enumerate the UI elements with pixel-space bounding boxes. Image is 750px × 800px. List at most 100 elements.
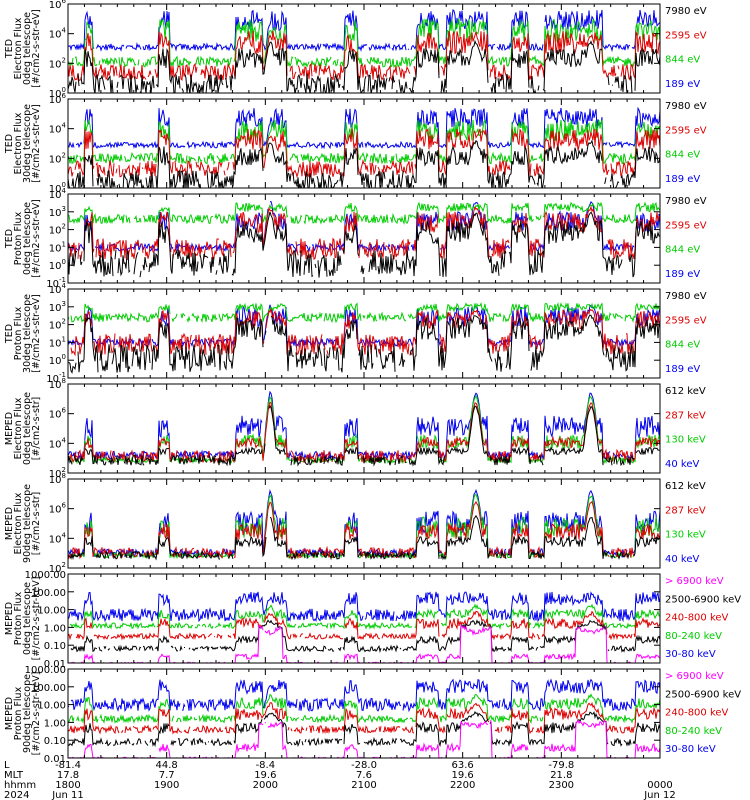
y-tick-label: 104 — [49, 187, 67, 201]
y-tick-label: 104 — [49, 436, 67, 450]
y-axis-label: MEPED — [4, 507, 15, 540]
y-tick-label: 10.00 — [37, 606, 66, 617]
y-axis-label: 90deg telescope — [22, 674, 33, 753]
y-tick-label: 10-1 — [46, 371, 66, 385]
legend-entry: 130 keV — [665, 530, 706, 541]
y-axis-label: 0deg telescope — [22, 12, 33, 85]
plot-area — [68, 390, 660, 467]
legend-entry: 2595 eV — [665, 220, 707, 231]
plot-area — [68, 488, 660, 561]
y-axis-label: [#/cm2-s-str-eV] — [31, 104, 42, 183]
y-tick-label: 104 — [49, 282, 67, 296]
legend-entry: 7980 eV — [665, 291, 707, 302]
panel-7: 0.01 0.10 1.00 10.00 100.00 1000.00 MEPEDProto… — [4, 570, 741, 670]
y-axis-label: TED — [4, 229, 15, 249]
y-tick-label: 0.01 — [44, 754, 66, 765]
plot-area — [68, 591, 660, 663]
y-axis-label: 0deg telescope — [22, 392, 33, 465]
y-tick-label: 10-1 — [46, 276, 66, 290]
legend-entry: 287 keV — [665, 410, 706, 421]
y-tick-label: 100 — [49, 181, 66, 195]
series-line — [68, 394, 660, 465]
y-axis-label: MEPED — [4, 602, 15, 635]
y-tick-label: 1.00 — [44, 718, 66, 729]
y-axis-label: [#/cm2-s-str-keV] — [31, 577, 42, 661]
legend-entry: 80-240 keV — [665, 631, 722, 642]
x-tick-label: -28.0 — [351, 760, 377, 771]
series-line — [68, 39, 660, 93]
y-axis-label: Electron Flux — [13, 112, 24, 174]
series-line — [68, 118, 660, 166]
panel-8: 0.01 0.10 1.00 10.00 100.00 1000.00 MEPEDProto… — [4, 665, 741, 765]
y-tick-label: 106 — [49, 0, 67, 11]
x-tick-label: 7.6 — [356, 770, 372, 781]
legend-entry: 30-80 keV — [665, 649, 716, 660]
legend-entry: 2595 eV — [665, 315, 707, 326]
y-axis-label: [#/cm2-s-str-keV] — [31, 672, 42, 756]
x-tick-label: -79.8 — [548, 760, 574, 771]
y-tick-label: 108 — [49, 377, 66, 391]
legend-entry: 844 eV — [665, 245, 700, 256]
x-tick-label: 19.6 — [452, 770, 474, 781]
series-line — [68, 390, 660, 461]
x-row-label: L — [4, 760, 10, 771]
y-tick-label: 1000.00 — [25, 665, 66, 676]
legend-entry: 844 eV — [665, 55, 700, 66]
legend-entry: 189 eV — [665, 364, 700, 375]
x-row-label: 2024 — [4, 790, 29, 800]
y-tick-label: 102 — [49, 466, 66, 480]
y-axis-label: Electron Flux — [13, 17, 24, 79]
y-tick-label: 106 — [49, 407, 67, 421]
y-tick-label: 100 — [49, 86, 66, 100]
legend-entry: 287 keV — [665, 505, 706, 516]
y-tick-label: 102 — [49, 151, 66, 165]
y-tick-label: 103 — [49, 300, 66, 314]
x-tick-label: -8.4 — [256, 760, 276, 771]
y-tick-label: 102 — [49, 561, 66, 575]
legend-entry: 2500-6900 keV — [665, 594, 741, 605]
series-line — [68, 127, 660, 179]
y-tick-label: 0.10 — [44, 641, 66, 652]
legend-entry: 844 eV — [665, 150, 700, 161]
series-line — [68, 591, 660, 623]
y-axis-label: Electron Flux — [13, 492, 24, 554]
x-tick-label: Jun 12 — [643, 790, 676, 800]
legend-entry: 40 keV — [665, 459, 699, 470]
plot-area — [68, 678, 660, 758]
y-axis-label: 30deg telescope — [22, 294, 33, 373]
plot-area — [68, 9, 660, 93]
series-line — [68, 314, 660, 374]
legend-entry: 2500-6900 keV — [665, 689, 741, 700]
y-tick-label: 1000.00 — [25, 570, 66, 581]
series-line — [68, 18, 660, 69]
series-line — [68, 693, 660, 725]
plot-area — [68, 106, 660, 188]
series-line — [68, 139, 660, 188]
legend-entry: 40 keV — [665, 554, 699, 565]
y-axis-label: [#/cm2-s-str] — [31, 397, 42, 460]
plot-area — [68, 201, 660, 278]
y-tick-label: 103 — [49, 205, 66, 219]
legend-entry: 130 keV — [665, 435, 706, 446]
x-tick-label: 2300 — [549, 780, 574, 791]
y-tick-label: 0.01 — [44, 659, 66, 670]
y-tick-label: 101 — [49, 240, 66, 254]
series-line — [70, 619, 660, 654]
x-tick-label: -81.4 — [55, 760, 81, 771]
legend-entry: > 6900 keV — [665, 576, 724, 587]
series-line — [68, 701, 660, 735]
x-tick-label: Jun 11 — [51, 790, 84, 800]
y-axis-label: [#/cm2-s-str] — [31, 492, 42, 555]
y-axis-label: TED — [4, 39, 15, 59]
series-line — [68, 201, 660, 226]
legend-entry: 844 eV — [665, 340, 700, 351]
legend-entry: 240-800 keV — [665, 708, 729, 719]
legend-entry: 7980 eV — [665, 101, 707, 112]
legend-entry: 2595 eV — [665, 30, 707, 41]
legend-entry: 30-80 keV — [665, 744, 716, 755]
